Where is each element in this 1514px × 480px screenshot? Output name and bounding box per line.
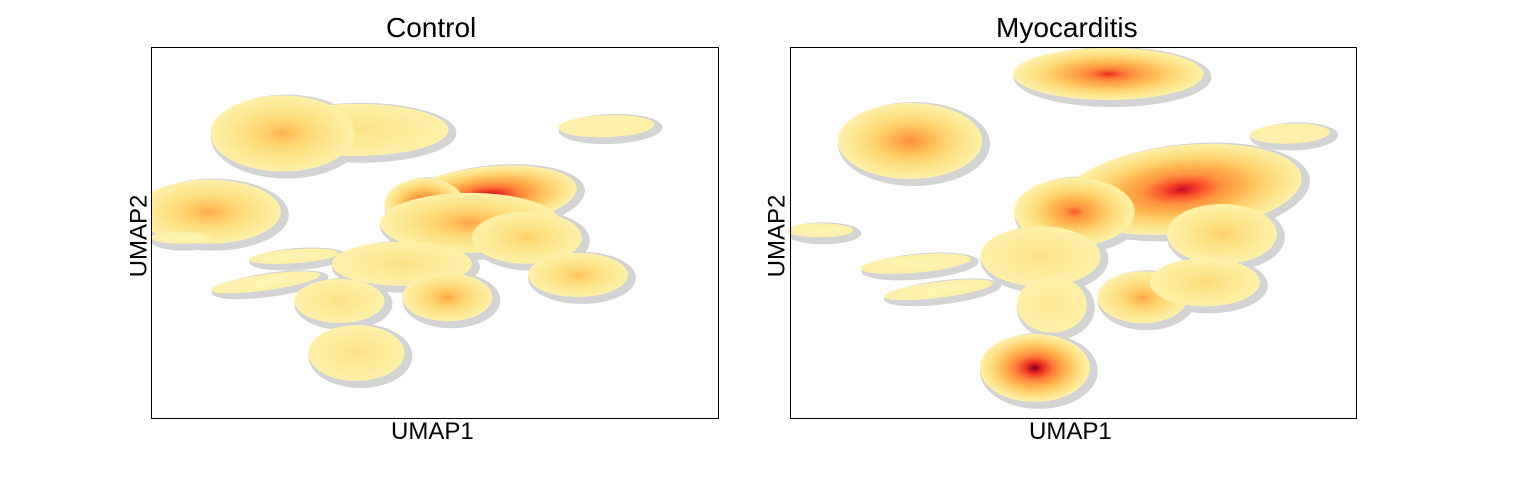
density-cluster (211, 271, 321, 294)
density-cluster (1016, 276, 1087, 333)
chart-title: Myocarditis (996, 12, 1138, 43)
density-cluster (1166, 204, 1277, 264)
density-cluster (883, 279, 994, 301)
y-axis-label: UMAP2 (125, 194, 153, 278)
density-cluster (980, 226, 1101, 287)
density-cluster (1149, 258, 1260, 307)
density-cluster (860, 253, 971, 274)
density-cluster (402, 273, 493, 322)
density-cluster (528, 252, 628, 297)
density-cluster (210, 95, 355, 172)
x-axis-label: UMAP1 (391, 418, 474, 445)
panel-control: Control UMAP1 UMAP2 (0, 0, 719, 480)
density-cluster (558, 114, 655, 138)
chart-title: Control (386, 12, 477, 43)
plot-area (151, 47, 719, 419)
x-axis-label: UMAP1 (1029, 418, 1112, 445)
density-points (152, 95, 655, 382)
density-points (791, 48, 1330, 402)
umap-plot (791, 48, 1339, 409)
plot-area (790, 47, 1357, 419)
density-cluster (152, 231, 211, 244)
density-cluster (308, 325, 405, 382)
density-cluster (294, 278, 385, 323)
density-cluster (249, 248, 339, 264)
density-cluster (1013, 48, 1204, 101)
density-cluster (791, 223, 854, 238)
y-axis-label: UMAP2 (763, 194, 791, 278)
density-cluster (979, 333, 1090, 402)
umap-plot (152, 94, 663, 389)
panel-myocarditis: Myocarditis UMAP1 UMAP2 (638, 0, 1357, 480)
density-cluster (152, 179, 281, 244)
density-cluster (838, 103, 983, 179)
density-cluster (1249, 123, 1330, 144)
density-cluster (471, 211, 582, 264)
